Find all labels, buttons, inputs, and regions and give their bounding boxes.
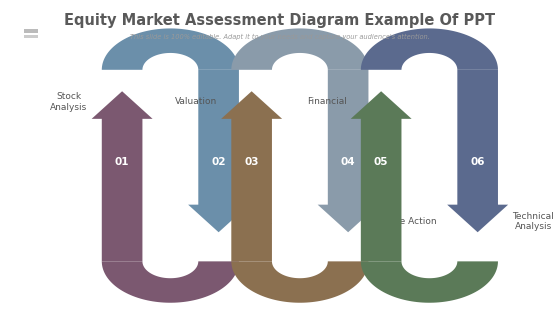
Text: Valuation: Valuation	[175, 97, 217, 106]
Text: Stock
Analysis: Stock Analysis	[50, 92, 87, 112]
Text: Price Action: Price Action	[382, 217, 436, 226]
Polygon shape	[102, 261, 239, 303]
Polygon shape	[351, 91, 412, 261]
Text: Financial: Financial	[307, 97, 347, 106]
Text: 06: 06	[470, 157, 485, 167]
Polygon shape	[102, 28, 239, 70]
Polygon shape	[92, 91, 152, 261]
Polygon shape	[361, 28, 498, 70]
Bar	[24, 29, 38, 33]
Polygon shape	[447, 70, 508, 232]
Bar	[24, 35, 38, 38]
Polygon shape	[231, 28, 368, 70]
Text: 02: 02	[211, 157, 226, 167]
Text: 05: 05	[374, 157, 389, 167]
Text: Risk: Risk	[253, 217, 272, 226]
Text: 04: 04	[341, 157, 356, 167]
Text: 03: 03	[244, 157, 259, 167]
Text: Technical
Analysis: Technical Analysis	[512, 212, 554, 231]
Polygon shape	[188, 70, 249, 232]
Polygon shape	[231, 261, 368, 303]
Text: 01: 01	[115, 157, 129, 167]
Polygon shape	[318, 70, 379, 232]
Text: Equity Market Assessment Diagram Example Of PPT: Equity Market Assessment Diagram Example…	[64, 13, 496, 28]
Polygon shape	[361, 261, 498, 303]
Text: This slide is 100% editable. Adapt it to your needs and capture your audience's : This slide is 100% editable. Adapt it to…	[130, 34, 430, 40]
Polygon shape	[221, 91, 282, 261]
